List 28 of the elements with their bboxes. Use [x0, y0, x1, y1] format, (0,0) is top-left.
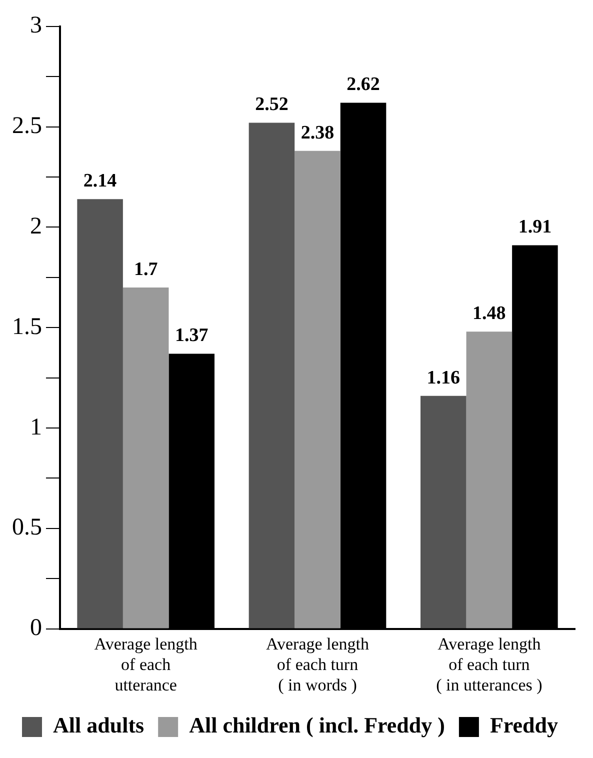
bar: [466, 332, 512, 628]
bar: [294, 150, 340, 628]
data-label: 2.38: [300, 122, 334, 144]
x-tick-label: Average length of each turn ( in words ): [266, 634, 370, 694]
data-label: 1.37: [174, 325, 209, 346]
y-tick-label: 2: [30, 213, 42, 240]
y-tick-label: 0: [30, 615, 42, 642]
x-tick-label: Average length of each utterance: [94, 634, 198, 694]
legend-label: Freddy: [490, 712, 558, 738]
y-tick-label: 1.5: [12, 314, 42, 340]
data-label: 1.48: [472, 303, 506, 324]
y-tick-label: 1: [30, 414, 42, 440]
legend-label: All adults: [53, 712, 145, 738]
bar: [77, 199, 123, 628]
x-tick-label: Average length of each turn ( in utterances ): [436, 634, 542, 694]
data-label: 2.62: [346, 74, 380, 96]
data-label: 1.91: [518, 216, 552, 238]
y-tick-label: 0.5: [12, 514, 42, 541]
y-tick-label: 3: [30, 12, 42, 39]
data-label: 1.16: [426, 367, 460, 388]
bar: [248, 122, 295, 628]
y-tick-label: 2.5: [12, 113, 42, 140]
bar: [420, 396, 466, 628]
data-label: 1.7: [134, 258, 158, 280]
data-label: 2.14: [83, 170, 118, 192]
legend-label: All children ( incl. Freddy ): [189, 712, 445, 738]
bar: [122, 287, 169, 628]
data-label: 2.52: [255, 94, 288, 116]
